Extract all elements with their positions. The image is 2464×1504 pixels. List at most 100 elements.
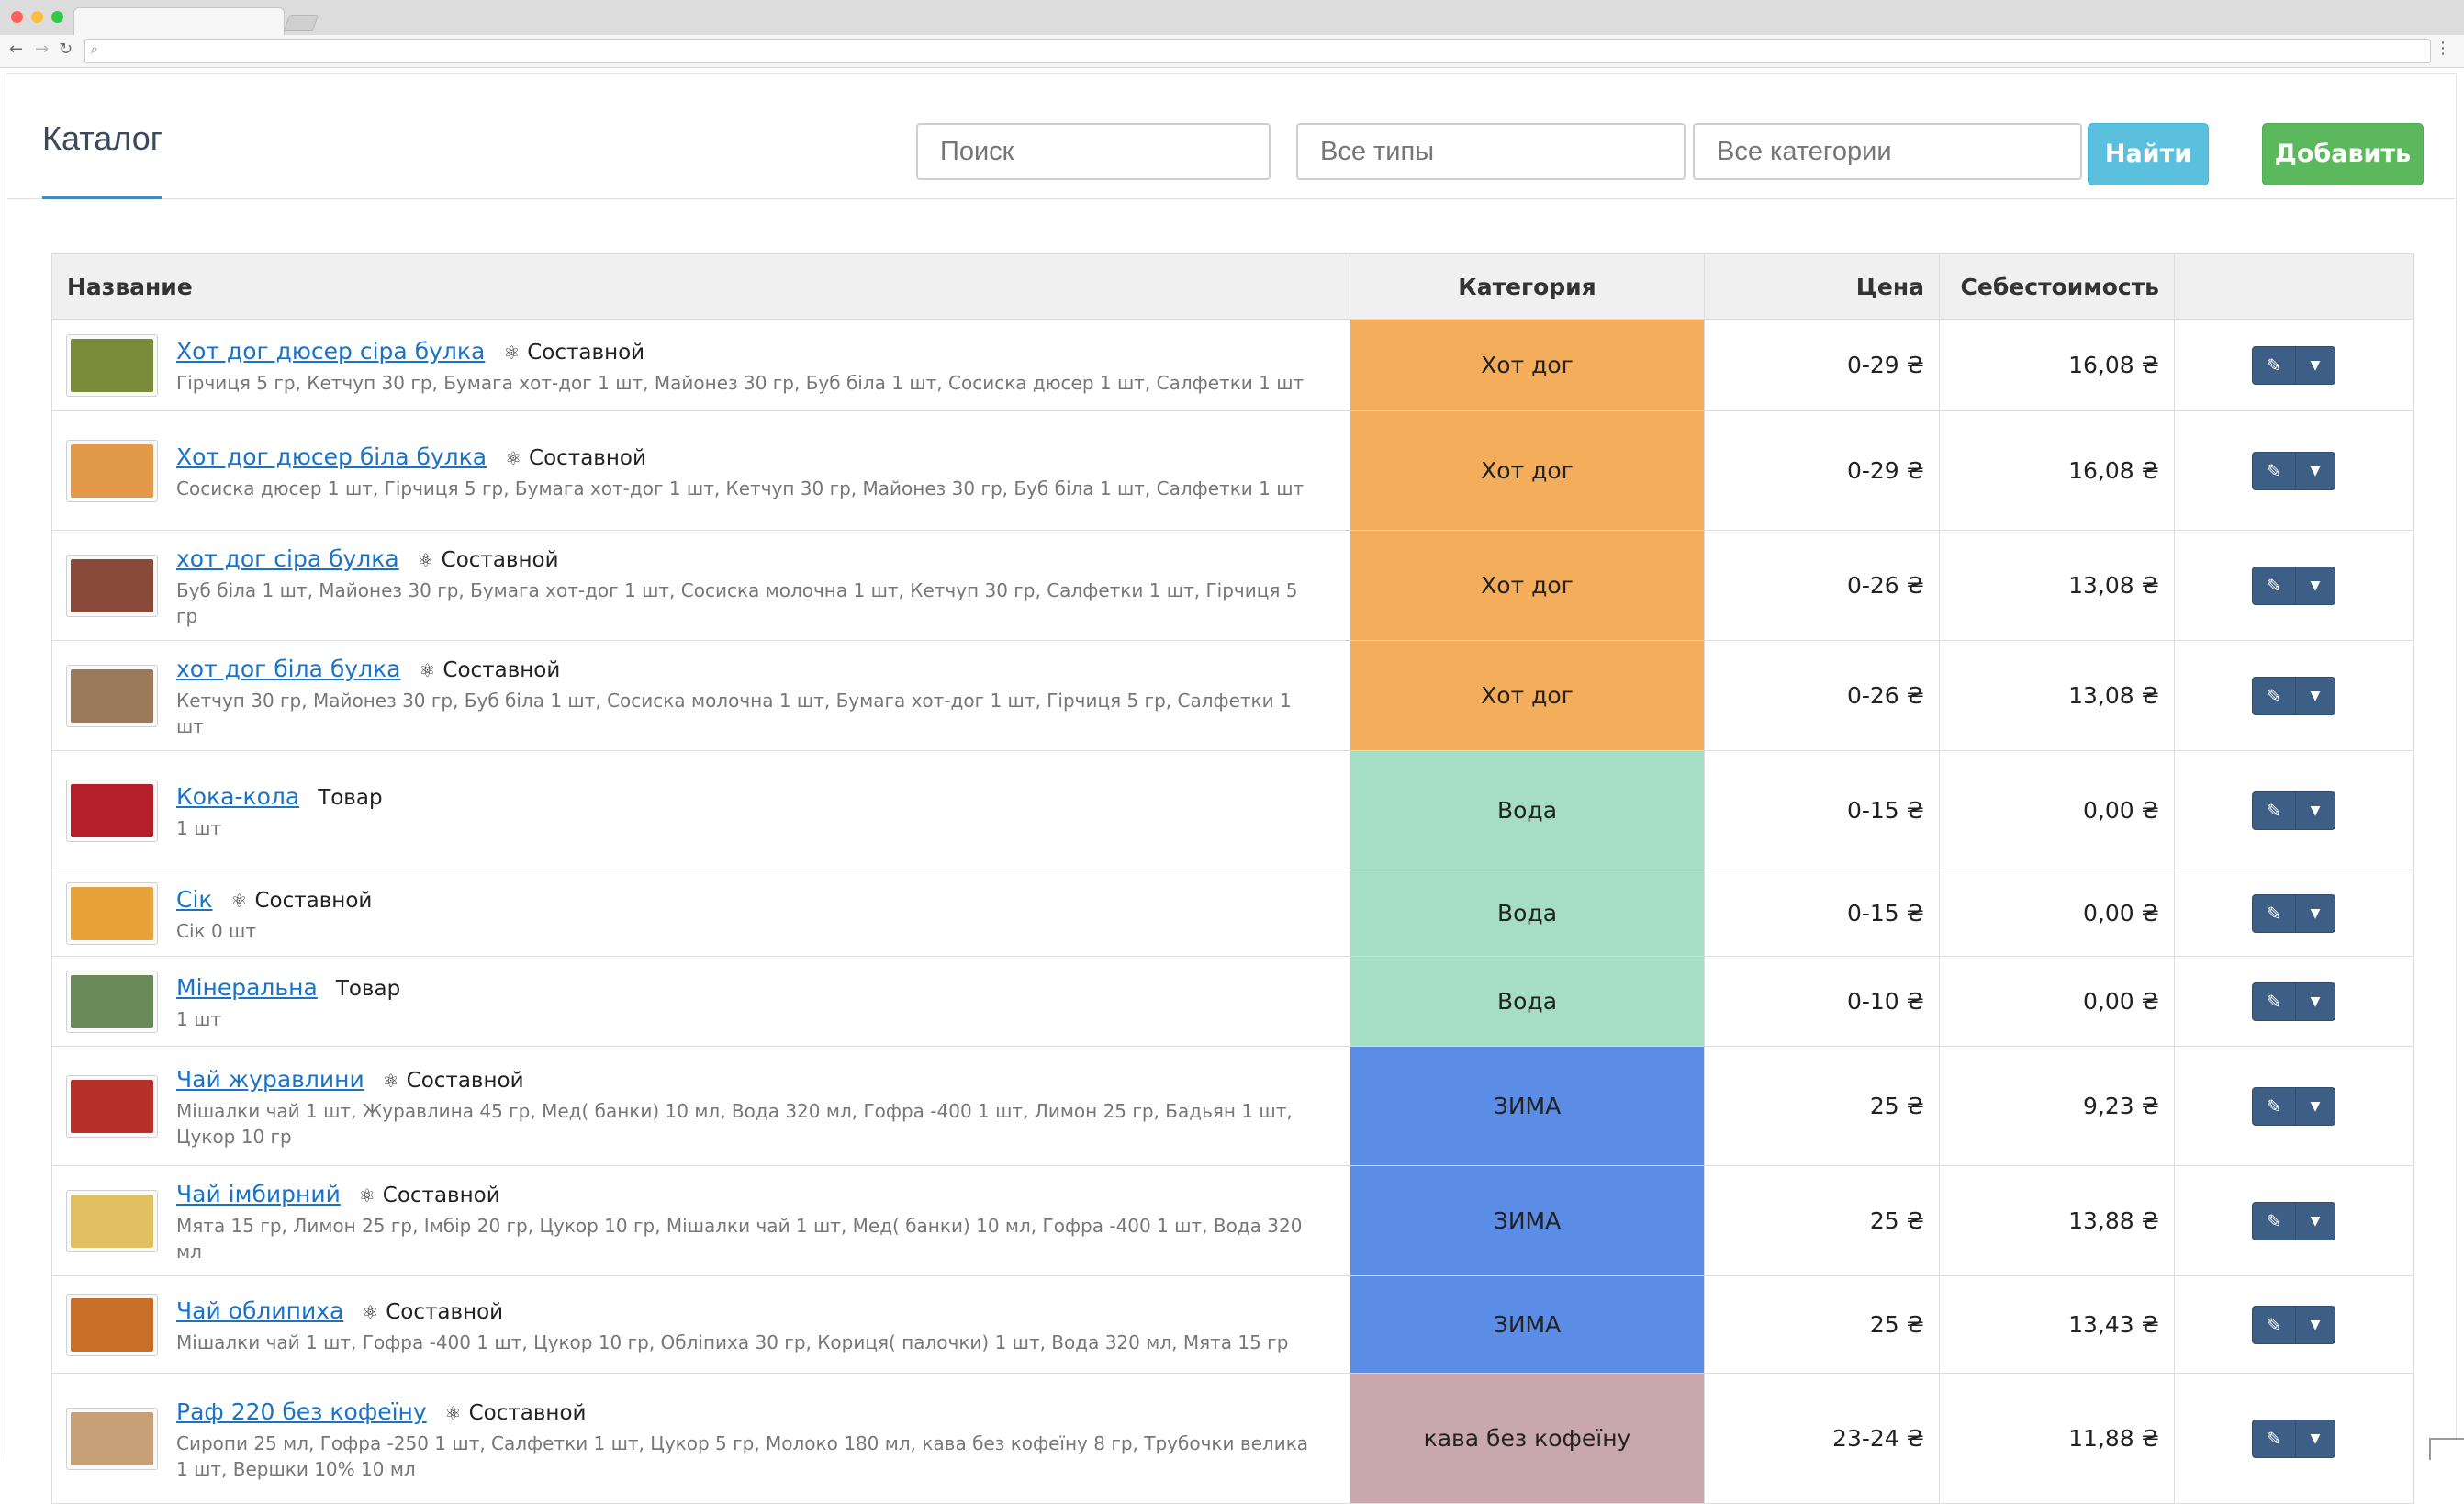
cost-cell: 13,08 ₴ xyxy=(1939,640,2175,751)
category-cell: ЗИМА xyxy=(1350,1165,1705,1276)
forward-arrow-icon[interactable]: → xyxy=(35,39,50,59)
cost-cell: 16,08 ₴ xyxy=(1939,410,2175,531)
category-cell: Хот дог xyxy=(1350,319,1705,411)
column-header-price[interactable]: Цена xyxy=(1704,253,1940,320)
category-cell: Вода xyxy=(1350,956,1705,1047)
column-header-name[interactable]: Название xyxy=(51,253,1350,320)
page-header: Каталог Все типы Все категории Найти Доб… xyxy=(7,75,2455,199)
product-type: ⚛ Составной xyxy=(418,548,559,572)
product-type: Товар xyxy=(318,786,382,810)
maximize-window-button[interactable] xyxy=(51,11,63,23)
actions-cell: ✎ ▼ xyxy=(2174,1275,2414,1374)
product-type-label: Составной xyxy=(406,1069,524,1093)
close-window-button[interactable] xyxy=(11,11,23,23)
product-name-link[interactable]: хот дог біла булка xyxy=(176,656,401,682)
edit-button[interactable]: ✎ xyxy=(2253,346,2296,384)
minimize-window-button[interactable] xyxy=(31,11,43,23)
column-header-category[interactable]: Категория xyxy=(1350,253,1705,320)
cost-cell: 0,00 ₴ xyxy=(1939,750,2175,870)
dropdown-toggle-button[interactable]: ▼ xyxy=(2296,792,2335,829)
name-block: Мінеральна Товар 1 шт xyxy=(176,960,1350,1043)
dropdown-toggle-button[interactable]: ▼ xyxy=(2296,347,2335,384)
dropdown-toggle-button[interactable]: ▼ xyxy=(2296,1088,2335,1125)
table-row: Мінеральна Товар 1 шт Вода 0-10 ₴ 0,00 ₴ ✎ ▼ xyxy=(51,956,2414,1047)
find-button[interactable]: Найти xyxy=(2088,123,2209,185)
ingredients-list: Гірчиця 5 гр, Кетчуп 30 гр, Бумага хот-д… xyxy=(176,372,1305,394)
search-input[interactable] xyxy=(916,123,1271,180)
name-cell: Хот дог дюсер сіра булка ⚛ Составной Гірчиц… xyxy=(51,319,1350,411)
browser-menu-icon[interactable]: ⋮ xyxy=(2435,39,2451,58)
product-thumbnail xyxy=(66,1407,158,1470)
product-name-link[interactable]: Раф 220 без кофеїну xyxy=(176,1398,427,1425)
add-button[interactable]: Добавить xyxy=(2262,123,2424,185)
address-bar[interactable]: ⌕ xyxy=(84,39,2431,63)
dropdown-toggle-button[interactable]: ▼ xyxy=(2296,983,2335,1020)
ingredients-list: Буб біла 1 шт, Майонез 30 гр, Бумага хот… xyxy=(176,579,1298,627)
dropdown-toggle-button[interactable]: ▼ xyxy=(2296,567,2335,604)
name-cell: Чай облипиха ⚛ Составной Мішалки чай 1 шт, … xyxy=(51,1275,1350,1374)
edit-button[interactable]: ✎ xyxy=(2253,982,2296,1020)
reload-icon[interactable]: ↻ xyxy=(59,39,73,59)
edit-button[interactable]: ✎ xyxy=(2253,791,2296,829)
sitemap-icon: ⚛ xyxy=(358,1184,375,1207)
name-block: Сік ⚛ Составной Сік 0 шт xyxy=(176,871,1350,955)
browser-tab-active[interactable] xyxy=(73,7,285,37)
product-name-link[interactable]: Хот дог дюсер біла булка xyxy=(176,443,487,470)
product-name-link[interactable]: Чай імбирний xyxy=(176,1181,341,1207)
price-cell: 0-26 ₴ xyxy=(1704,640,1940,751)
product-name-link[interactable]: Кока-кола xyxy=(176,783,300,810)
price-cell: 0-29 ₴ xyxy=(1704,410,1940,531)
sitemap-icon: ⚛ xyxy=(230,890,248,912)
edit-button[interactable]: ✎ xyxy=(2253,1087,2296,1125)
name-block: Кока-кола Товар 1 шт xyxy=(176,769,1350,852)
product-name-link[interactable]: Хот дог дюсер сіра булка xyxy=(176,338,486,365)
new-tab-button[interactable] xyxy=(283,15,319,31)
product-name-link[interactable]: Мінеральна xyxy=(176,974,318,1001)
row-actions-group: ✎ ▼ xyxy=(2252,791,2335,830)
dropdown-toggle-button[interactable]: ▼ xyxy=(2296,895,2335,932)
product-name-link[interactable]: хот дог сіра булка xyxy=(176,545,399,572)
edit-button[interactable]: ✎ xyxy=(2253,452,2296,489)
back-arrow-icon[interactable]: ← xyxy=(9,39,24,59)
edit-button[interactable]: ✎ xyxy=(2253,894,2296,932)
product-thumbnail xyxy=(66,970,158,1033)
resize-handle[interactable] xyxy=(2429,1438,2464,1460)
product-type: ⚛ Составной xyxy=(505,446,646,470)
edit-button[interactable]: ✎ xyxy=(2253,1420,2296,1457)
category-cell: ЗИМА xyxy=(1350,1046,1705,1166)
actions-cell: ✎ ▼ xyxy=(2174,319,2414,411)
dropdown-toggle-button[interactable]: ▼ xyxy=(2296,678,2335,714)
types-select[interactable]: Все типы xyxy=(1296,123,1686,180)
dropdown-toggle-button[interactable]: ▼ xyxy=(2296,453,2335,489)
dropdown-toggle-button[interactable]: ▼ xyxy=(2296,1307,2335,1343)
caret-down-icon: ▼ xyxy=(2310,905,2321,921)
edit-button[interactable]: ✎ xyxy=(2253,1202,2296,1240)
actions-cell: ✎ ▼ xyxy=(2174,1373,2414,1504)
price-cell: 0-15 ₴ xyxy=(1704,750,1940,870)
ingredients-list: Сік 0 шт xyxy=(176,920,256,942)
name-cell: Сік ⚛ Составной Сік 0 шт xyxy=(51,870,1350,957)
product-name-link[interactable]: Чай облипиха xyxy=(176,1297,344,1324)
categories-select[interactable]: Все категории xyxy=(1693,123,2082,180)
dropdown-toggle-button[interactable]: ▼ xyxy=(2296,1420,2335,1457)
price-cell: 25 ₴ xyxy=(1704,1165,1940,1276)
product-name-link[interactable]: Чай журавлини xyxy=(176,1066,364,1093)
name-cell: Хот дог дюсер біла булка ⚛ Составной Сосиск… xyxy=(51,410,1350,531)
pencil-icon: ✎ xyxy=(2266,354,2282,376)
edit-button[interactable]: ✎ xyxy=(2253,1306,2296,1343)
cost-cell: 13,08 ₴ xyxy=(1939,530,2175,641)
pencil-icon: ✎ xyxy=(2266,1094,2282,1117)
product-type-label: Составной xyxy=(386,1300,504,1324)
name-cell: Чай журавлини ⚛ Составной Мішалки чай 1 шт,… xyxy=(51,1046,1350,1166)
edit-button[interactable]: ✎ xyxy=(2253,567,2296,604)
sitemap-icon: ⚛ xyxy=(444,1402,462,1424)
edit-button[interactable]: ✎ xyxy=(2253,677,2296,714)
column-header-cost[interactable]: Себестоимость xyxy=(1939,253,2175,320)
table-row: хот дог сіра булка ⚛ Составной Буб біла 1 ш… xyxy=(51,530,2414,641)
dropdown-toggle-button[interactable]: ▼ xyxy=(2296,1203,2335,1240)
row-actions-group: ✎ ▼ xyxy=(2252,1305,2335,1344)
product-name-link[interactable]: Сік xyxy=(176,886,213,913)
name-cell: Мінеральна Товар 1 шт xyxy=(51,956,1350,1047)
sitemap-icon: ⚛ xyxy=(419,659,436,681)
product-type: ⚛ Составной xyxy=(419,658,560,682)
